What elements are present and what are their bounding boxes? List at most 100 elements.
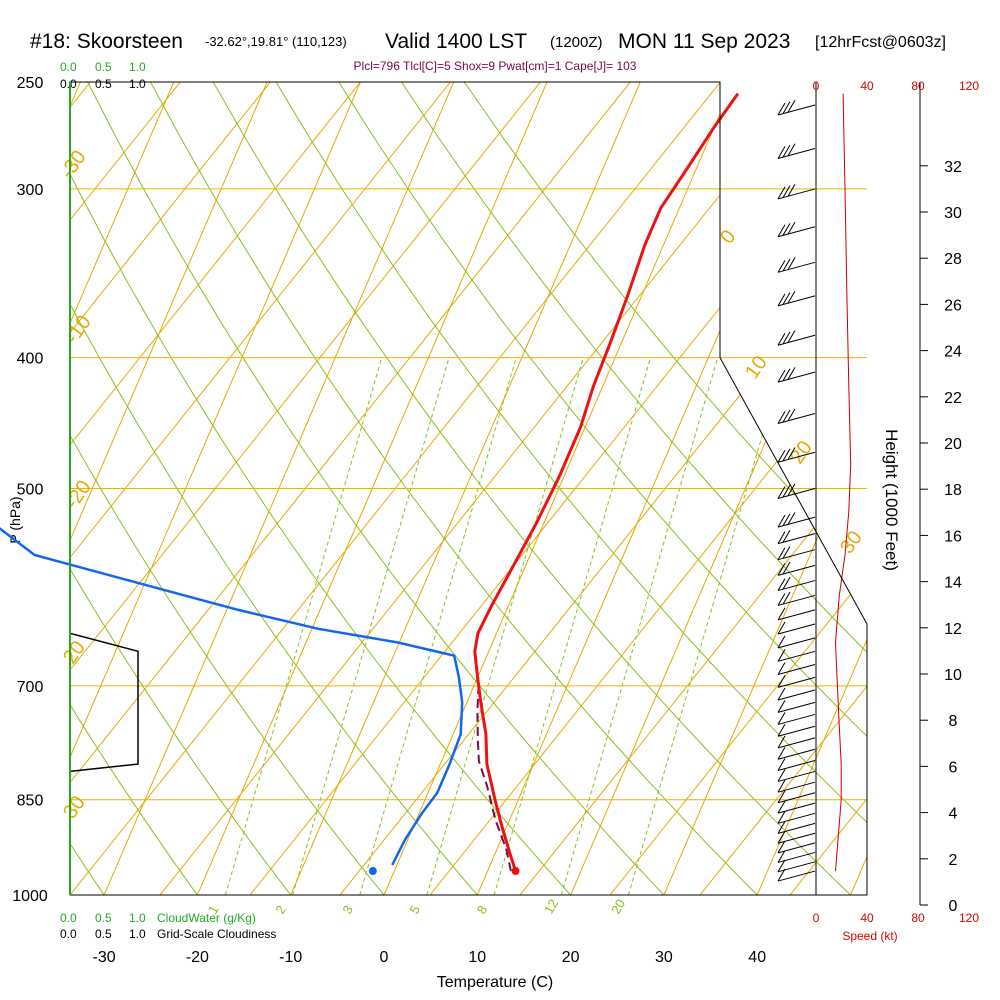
- wind-barb-shaft: [777, 580, 816, 592]
- wind-barb-flag: [787, 512, 796, 525]
- theta-e-label: 30: [836, 527, 867, 558]
- valid-time: Valid 1400 LST: [385, 30, 527, 53]
- mixing-ratio-line: [359, 357, 517, 895]
- dry-adiabat: [0, 82, 11, 895]
- moist-line: [70, 82, 271, 895]
- wind-barb: [777, 483, 816, 499]
- speed-top-tick: 40: [860, 79, 874, 93]
- wind-barb-flag: [782, 513, 791, 527]
- height-tick-label: 30: [944, 205, 962, 222]
- wind-barb-flag: [777, 635, 786, 649]
- wind-barb-flag: [777, 649, 786, 662]
- wind-barb-flag: [777, 260, 786, 273]
- pressure-tick-label: 250: [17, 75, 44, 92]
- wind-barb-flag: [777, 735, 786, 749]
- wind-barb-flag: [787, 221, 796, 235]
- pressure-tick-label: 850: [17, 793, 44, 810]
- surface-dewpoint-marker: [368, 867, 377, 876]
- height-tick-label: 16: [944, 528, 962, 545]
- height-tick-label: 6: [949, 759, 958, 776]
- moist-line: [70, 82, 181, 895]
- height-tick-label: 12: [944, 621, 962, 638]
- temp-tick-label: -10: [279, 949, 302, 966]
- y2-axis-title: Height (1000 Feet): [882, 429, 901, 571]
- speed-top-tick: 80: [911, 79, 925, 93]
- wind-barb-shaft: [777, 713, 816, 725]
- wind-barb-shaft: [777, 413, 816, 425]
- dry-adiabat: [87, 82, 665, 895]
- wind-barb-shaft: [777, 792, 816, 804]
- wind-barb-flag: [787, 483, 796, 497]
- theta-e-label: -20: [61, 477, 96, 513]
- height-tick-label: 26: [944, 297, 962, 314]
- speed-bottom-tick: 0: [813, 911, 820, 925]
- wind-barb-flag: [787, 367, 796, 380]
- wind-barb-flag: [777, 186, 786, 200]
- speed-top-tick: 120: [959, 79, 979, 93]
- wind-barb: [777, 367, 816, 383]
- cloud-top-tick-1: 0.5: [95, 77, 112, 91]
- wind-barb-flag: [777, 593, 786, 606]
- dry-adiabat: [70, 82, 385, 895]
- valid-utc: (1200Z): [550, 34, 603, 51]
- wind-barb-flag: [777, 830, 786, 844]
- height-tick-label: 32: [944, 159, 962, 176]
- pressure-tick-label: 700: [17, 679, 44, 696]
- wind-barb: [777, 724, 816, 737]
- wind-barb-flag: [782, 292, 791, 305]
- wind-barb: [777, 143, 816, 159]
- y-axis-title: P (hPa): [7, 496, 23, 543]
- mixing-ratio-label: 5: [407, 903, 424, 917]
- wind-barb-shaft: [777, 334, 816, 346]
- wind-barb: [777, 635, 816, 649]
- wind-barb: [777, 621, 816, 635]
- wind-barb-flag: [782, 331, 791, 345]
- wind-barb-flag: [777, 514, 786, 528]
- wind-barb: [777, 607, 816, 621]
- theta-e-label: 10: [741, 352, 772, 383]
- wind-barb-flag: [777, 700, 786, 713]
- dry-adiabat: [70, 82, 478, 895]
- wind-barb-flag: [777, 607, 786, 621]
- wind-barb-flag: [777, 332, 786, 346]
- wind-barb-shaft: [777, 689, 816, 701]
- wind-layer: [777, 100, 816, 882]
- isotherm-line: [850, 82, 867, 895]
- wind-barb-shaft: [777, 870, 816, 882]
- wind-barb: [777, 758, 816, 771]
- wind-barb-shaft: [777, 770, 816, 782]
- dry-adiabat: [212, 82, 851, 895]
- wind-barb-flag: [777, 563, 786, 576]
- wind-barb-shaft: [777, 488, 816, 499]
- mixing-ratio-label: 8: [474, 903, 491, 917]
- theta-e-label: 30: [59, 792, 90, 823]
- wind-barb-flag: [777, 369, 786, 383]
- pressure-tick-label: 1000: [12, 888, 48, 905]
- wind-barb-flag: [777, 790, 786, 804]
- pressure-tick-label: 500: [17, 482, 44, 499]
- wind-barb-shaft: [777, 725, 816, 737]
- wind-barb-flag: [782, 258, 791, 272]
- wind-barb: [777, 183, 816, 200]
- cw-bottom-tick-0: 0.0: [60, 911, 77, 925]
- wind-barb-shaft: [777, 822, 816, 834]
- cloudiness-line: [69, 632, 139, 773]
- wind-barb: [777, 779, 816, 793]
- wind-barb-flag: [782, 144, 791, 158]
- wind-barb-flag: [787, 408, 796, 422]
- temp-tick-label: 10: [468, 949, 486, 966]
- dry-adiabat: [70, 82, 198, 895]
- forecast-label: [12hrFcst@0603z]: [815, 34, 946, 51]
- height-tick-label: 2: [949, 852, 958, 869]
- wind-barb-shaft: [777, 623, 816, 635]
- wind-barb-flag: [777, 449, 786, 463]
- wind-barb-shaft: [777, 226, 816, 238]
- temp-tick-label: 20: [562, 949, 580, 966]
- params-line: Plcl=796 Tlcl[C]=5 Shox=9 Pwat[cm]=1 Cap…: [354, 59, 637, 73]
- wind-barb-flag: [777, 758, 786, 771]
- wind-barb: [777, 735, 816, 749]
- temp-tick-label: 40: [748, 949, 766, 966]
- wind-barb-flag: [777, 850, 786, 863]
- wind-barb-flag: [782, 448, 791, 462]
